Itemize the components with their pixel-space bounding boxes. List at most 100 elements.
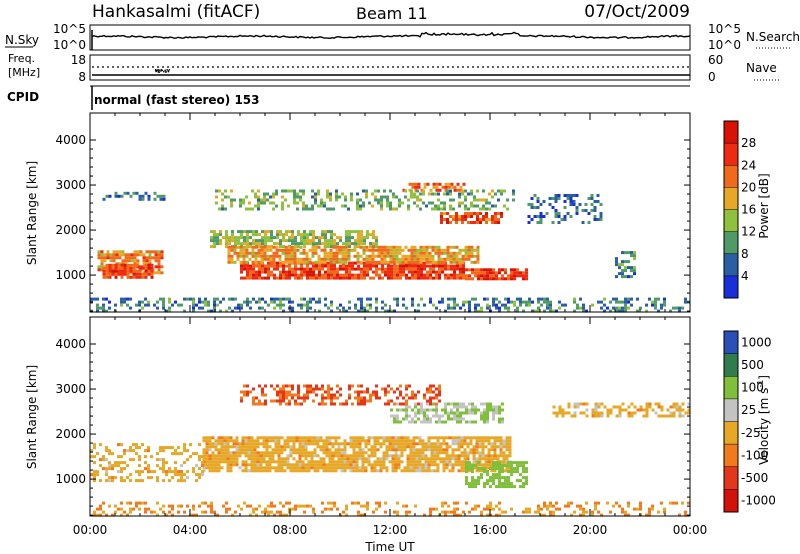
scatter-cell xyxy=(144,269,148,273)
scatter-cell xyxy=(621,272,624,276)
scatter-cell xyxy=(408,384,411,388)
scatter-cell xyxy=(230,254,234,258)
scatter-cell xyxy=(270,230,273,234)
scatter-cell xyxy=(427,445,431,449)
scatter-cell xyxy=(499,442,503,446)
scatter-cell xyxy=(495,277,498,281)
scatter-cell xyxy=(530,206,534,209)
scatter-cell xyxy=(363,242,366,246)
scatter-cell xyxy=(423,408,426,412)
scatter-cell xyxy=(660,414,664,418)
scatter-cell xyxy=(516,470,519,474)
scatter-cell xyxy=(417,185,421,189)
scatter-cell xyxy=(323,251,327,255)
scatter-cell xyxy=(159,194,163,198)
scatter-cell xyxy=(405,264,408,268)
scatter-cell xyxy=(306,390,309,394)
scatter-cell xyxy=(492,473,495,477)
scatter-cell xyxy=(243,264,246,268)
scatter-cell xyxy=(630,266,633,270)
scatter-cell xyxy=(396,297,399,301)
scatter-cell xyxy=(213,510,216,514)
scatter-cell xyxy=(231,309,234,313)
scatter-cell xyxy=(609,300,612,304)
scatter-cell xyxy=(481,448,485,452)
scatter-cell xyxy=(429,270,432,274)
scatter-cell xyxy=(467,221,470,224)
scatter-cell xyxy=(103,259,107,263)
scatter-cell xyxy=(546,300,549,304)
scatter-cell xyxy=(525,461,528,465)
scatter-cell xyxy=(645,411,649,415)
scatter-cell xyxy=(376,469,380,473)
scatter-cell xyxy=(609,309,612,313)
scatter-cell xyxy=(282,393,285,397)
colorbar-segment xyxy=(724,209,738,233)
scatter-cell xyxy=(585,408,589,412)
scatter-cell xyxy=(558,300,561,304)
scatter-cell xyxy=(270,270,273,274)
scatter-cell xyxy=(486,297,489,301)
scatter-cell xyxy=(285,393,288,397)
scatter-cell xyxy=(466,442,470,446)
scatter-cell xyxy=(495,467,498,471)
scatter-cell xyxy=(467,257,471,261)
scatter-cell xyxy=(484,445,488,449)
scatter-cell xyxy=(340,460,344,464)
scatter-cell xyxy=(451,442,455,446)
scatter-cell xyxy=(147,470,150,474)
scatter-cell xyxy=(392,254,396,258)
scatter-cell xyxy=(449,207,452,211)
scatter-cell xyxy=(430,457,434,461)
scatter-cell xyxy=(350,248,354,252)
scatter-cell xyxy=(242,254,246,258)
scatter-cell xyxy=(105,513,108,517)
scatter-cell xyxy=(331,463,335,467)
scatter-cell xyxy=(300,267,303,271)
scatter-cell xyxy=(357,393,360,397)
scatter-cell xyxy=(627,251,630,255)
scatter-cell xyxy=(293,201,296,205)
scatter-cell xyxy=(443,192,446,196)
scatter-cell xyxy=(606,414,610,418)
scatter-cell xyxy=(450,402,453,406)
velocity-colorbar-exp: -1 xyxy=(756,380,765,388)
scatter-cell xyxy=(242,248,246,252)
scatter-cell xyxy=(220,451,224,455)
scatter-cell xyxy=(462,300,465,304)
scatter-cell xyxy=(162,467,165,471)
scatter-cell xyxy=(283,460,287,464)
scatter-cell xyxy=(540,507,543,511)
scatter-cell xyxy=(144,449,147,453)
scatter-cell xyxy=(257,201,260,205)
scatter-cell xyxy=(284,248,288,252)
scatter-cell xyxy=(168,510,171,514)
scatter-cell xyxy=(471,297,474,301)
scatter-cell xyxy=(418,469,422,473)
scatter-cell xyxy=(186,476,189,480)
scatter-cell xyxy=(150,455,153,459)
scatter-cell xyxy=(295,469,299,473)
scatter-cell xyxy=(418,466,422,470)
scatter-cell xyxy=(497,221,500,224)
scatter-cell xyxy=(555,507,558,511)
scatter-cell xyxy=(593,206,597,209)
scatter-cell xyxy=(466,436,470,440)
scatter-cell xyxy=(318,273,321,277)
freq-blip xyxy=(166,69,168,71)
scatter-cell xyxy=(239,248,243,252)
scatter-cell xyxy=(299,198,302,202)
scatter-cell xyxy=(114,191,118,195)
scatter-cell xyxy=(123,510,126,514)
scatter-cell xyxy=(323,257,327,261)
scatter-cell xyxy=(232,445,236,449)
scatter-cell xyxy=(114,272,118,276)
scatter-cell xyxy=(147,263,151,267)
scatter-cell xyxy=(360,242,363,246)
scatter-cell xyxy=(375,309,378,313)
scatter-cell xyxy=(256,436,260,440)
scatter-cell xyxy=(312,264,315,268)
scatter-cell xyxy=(528,303,531,307)
scatter-cell xyxy=(267,264,270,268)
scatter-cell xyxy=(454,439,458,443)
